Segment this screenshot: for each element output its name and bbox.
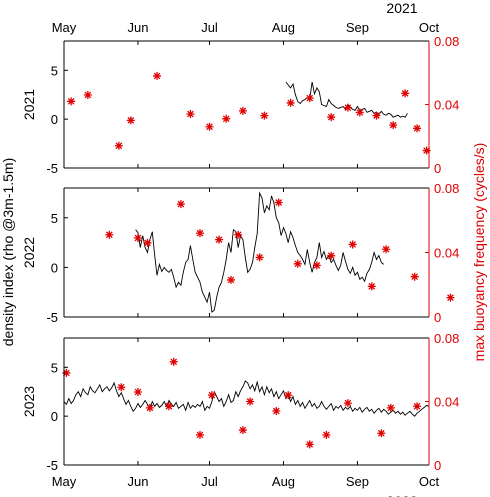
panel-2022: 5 0 -5 0.08 0.04 0 2022: [21, 181, 459, 325]
buoyancy-frequency-point: [382, 245, 390, 253]
buoyancy-frequency-point: [134, 388, 142, 396]
month-label-top: Oct: [419, 20, 440, 35]
left-tick-label: 5: [51, 360, 58, 375]
buoyancy-frequency-point: [234, 231, 242, 239]
top-year-label: 2021: [386, 0, 417, 16]
buoyancy-frequency-point: [377, 429, 385, 437]
panel-year-label: 2022: [21, 237, 37, 268]
buoyancy-frequency-point: [256, 253, 264, 261]
buoyancy-frequency-point: [115, 142, 123, 150]
buoyancy-frequency-point: [401, 89, 409, 97]
buoyancy-frequency-point: [322, 431, 330, 439]
panel-year-label: 2021: [21, 89, 37, 120]
buoyancy-frequency-point: [411, 273, 419, 281]
buoyancy-frequency-point: [170, 358, 178, 366]
panel-year-label: 2023: [21, 386, 37, 417]
month-label-bottom: Oct: [419, 474, 440, 489]
right-tick-label: 0: [434, 458, 441, 473]
buoyancy-frequency-point: [67, 97, 75, 105]
density-index-line: [136, 193, 384, 312]
month-label-bottom: Aug: [272, 474, 295, 489]
buoyancy-frequency-point: [344, 399, 352, 407]
buoyancy-frequency-point: [117, 383, 125, 391]
buoyancy-frequency-point: [260, 112, 268, 120]
y-axis-label: density index (rho @3m-1.5m): [0, 158, 16, 347]
buoyancy-frequency-point: [287, 99, 295, 107]
buoyancy-frequency-point: [127, 116, 135, 124]
buoyancy-frequency-point: [306, 440, 314, 448]
month-label-top: Jun: [127, 20, 148, 35]
density-index-line: [286, 82, 408, 117]
month-label-bottom: Jun: [127, 474, 148, 489]
buoyancy-frequency-point: [105, 231, 113, 239]
buoyancy-frequency-point: [344, 104, 352, 112]
buoyancy-frequency-point: [239, 426, 247, 434]
left-tick-label: -5: [46, 161, 58, 176]
buoyancy-frequency-point: [349, 240, 357, 248]
left-tick-label: 5: [51, 211, 58, 226]
right-tick-label: 0: [434, 310, 441, 325]
left-tick-label: 0: [51, 409, 58, 424]
left-tick-label: 0: [51, 112, 58, 127]
buoyancy-frequency-point: [239, 107, 247, 115]
density-index-line: [64, 381, 429, 416]
buoyancy-frequency-point: [84, 91, 92, 99]
buoyancy-frequency-point: [215, 236, 223, 244]
month-label-top: Sep: [346, 20, 369, 35]
buoyancy-frequency-point: [306, 94, 314, 102]
buoyancy-frequency-point: [413, 402, 421, 410]
panel-2023: 5 0 -5 0.08 0.04 0 2023: [21, 331, 459, 473]
buoyancy-frequency-point: [246, 398, 254, 406]
right-tick-label: 0.04: [434, 246, 459, 261]
buoyancy-frequency-point: [313, 261, 321, 269]
buoyancy-frequency-point: [227, 276, 235, 284]
right-tick-label: 0.08: [434, 181, 459, 196]
buoyancy-frequency-point: [413, 124, 421, 132]
right-tick-label: 0.08: [434, 34, 459, 49]
month-label-bottom: Jul: [201, 474, 218, 489]
right-y-axis-label: max buoyancy frequency (cycles/s): [471, 143, 487, 362]
bottom-year-label: 2023: [386, 493, 417, 497]
buoyancy-frequency-point: [146, 404, 154, 412]
month-label-top: May: [52, 20, 77, 35]
month-label-bottom: Sep: [346, 474, 369, 489]
buoyancy-frequency-point: [368, 282, 376, 290]
buoyancy-frequency-point: [356, 108, 364, 116]
month-label-top: Aug: [272, 20, 295, 35]
buoyancy-frequency-point: [294, 260, 302, 268]
buoyancy-frequency-point: [143, 239, 151, 247]
buoyancy-frequency-point: [373, 112, 381, 120]
buoyancy-frequency-point: [153, 72, 161, 80]
buoyancy-frequency-point: [389, 121, 397, 129]
buoyancy-frequency-point: [134, 234, 142, 242]
month-label-top: Jul: [201, 20, 218, 35]
left-tick-label: -5: [46, 310, 58, 325]
month-label-bottom: May: [52, 474, 77, 489]
left-tick-label: -5: [46, 458, 58, 473]
right-tick-label: 0: [434, 161, 441, 176]
buoyancy-frequency-point: [284, 391, 292, 399]
buoyancy-frequency-point: [275, 199, 283, 207]
buoyancy-frequency-point: [165, 402, 173, 410]
buoyancy-frequency-point: [196, 431, 204, 439]
panel-2021: 5 0 -5 0.08 0.04 0 2021: [21, 34, 459, 176]
buoyancy-frequency-point: [222, 115, 230, 123]
right-tick-label: 0.04: [434, 395, 459, 410]
buoyancy-frequency-point: [196, 229, 204, 237]
buoyancy-frequency-point: [272, 407, 280, 415]
buoyancy-frequency-point: [208, 391, 216, 399]
buoyancy-frequency-point: [327, 113, 335, 121]
right-tick-label: 0.08: [434, 331, 459, 346]
buoyancy-frequency-point: [177, 200, 185, 208]
left-tick-label: 5: [51, 63, 58, 78]
buoyancy-frequency-point: [206, 123, 214, 131]
buoyancy-frequency-point: [186, 110, 194, 118]
right-tick-label: 0.04: [434, 98, 459, 113]
buoyancy-frequency-point: [387, 404, 395, 412]
left-tick-label: 0: [51, 260, 58, 275]
buoyancy-frequency-point: [327, 252, 335, 260]
buoyancy-frequency-point: [446, 294, 454, 302]
